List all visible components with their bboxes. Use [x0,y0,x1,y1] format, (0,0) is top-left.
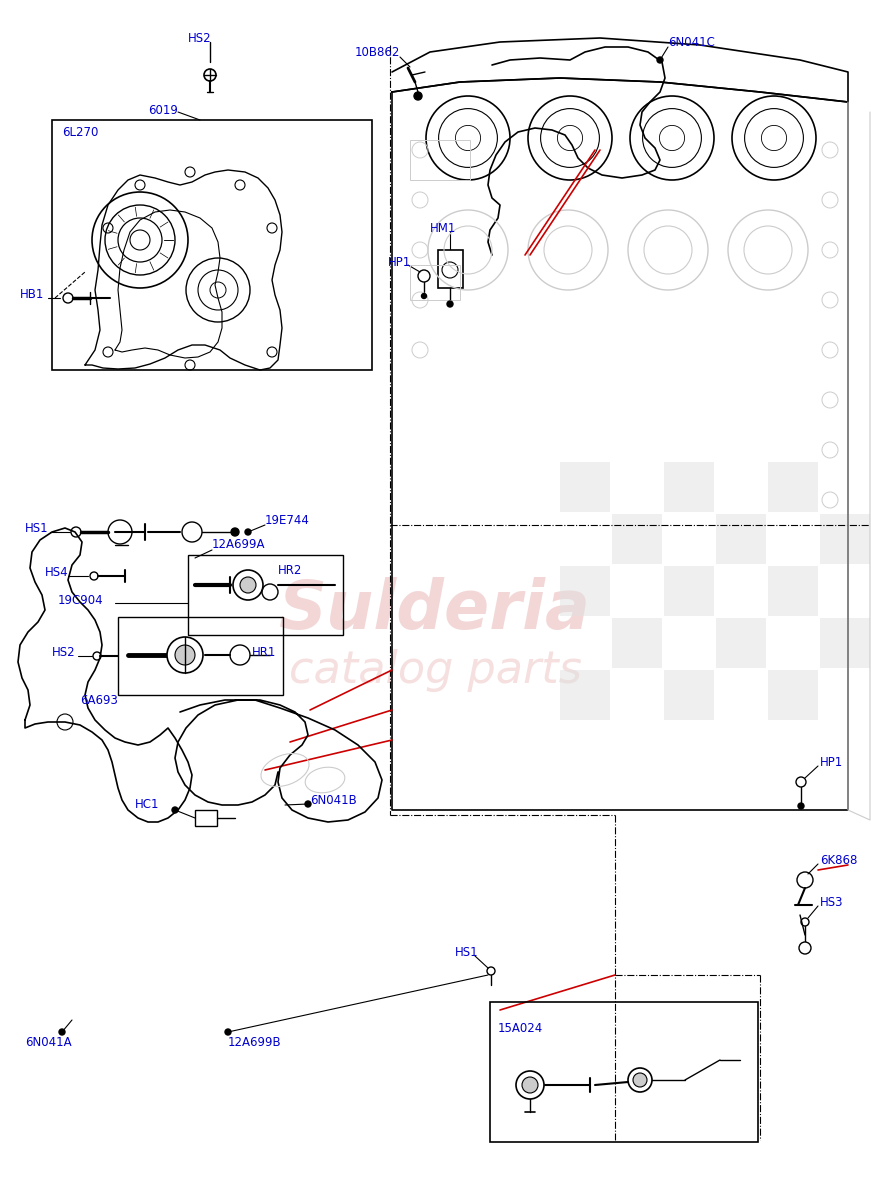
Circle shape [240,577,256,593]
Text: HP1: HP1 [820,756,843,768]
Text: Sulderia: Sulderia [279,577,591,643]
Bar [664,670,714,720]
Text: 6N041A: 6N041A [25,1036,71,1049]
Bar [490,1002,758,1142]
Text: 10B862: 10B862 [355,46,401,59]
Circle shape [422,294,427,299]
Bar [560,670,610,720]
Bar [664,566,714,616]
Circle shape [182,522,202,542]
Circle shape [167,637,203,673]
Text: 6N041B: 6N041B [310,793,357,806]
Bar [716,618,766,668]
Bar [438,250,463,288]
Bar [410,140,470,180]
Circle shape [175,646,195,665]
Text: HS4: HS4 [45,565,69,578]
Bar [768,462,818,512]
Circle shape [657,56,663,62]
Bar [52,120,372,370]
Text: 6L270: 6L270 [62,126,98,138]
Text: 19E744: 19E744 [265,514,310,527]
Circle shape [233,570,263,600]
Circle shape [633,1073,647,1087]
Text: HS3: HS3 [820,895,843,908]
Bar [768,670,818,720]
Text: 15A024: 15A024 [498,1021,544,1034]
Circle shape [59,1028,65,1034]
Bar [118,617,283,695]
Text: HS1: HS1 [455,946,479,959]
Text: HM1: HM1 [430,222,456,234]
Circle shape [799,942,811,954]
Circle shape [516,1070,544,1099]
Circle shape [172,806,178,814]
Text: 12A699B: 12A699B [228,1036,281,1049]
Bar [560,566,610,616]
Text: 12A699A: 12A699A [212,539,266,552]
Circle shape [798,803,804,809]
Text: HS2: HS2 [188,31,212,44]
Text: HC1: HC1 [135,798,159,811]
Bar [560,462,610,512]
Circle shape [245,529,251,535]
Circle shape [414,92,422,100]
Bar [612,514,662,564]
Bar [188,554,343,635]
Bar [195,810,217,826]
Circle shape [447,301,453,307]
Bar [716,514,766,564]
Text: HP1: HP1 [388,256,411,269]
Circle shape [204,68,216,80]
Text: HB1: HB1 [20,288,44,301]
Circle shape [305,802,311,806]
Text: catalog parts: catalog parts [288,648,582,691]
Text: 6N041C: 6N041C [668,36,715,48]
Text: HS1: HS1 [25,522,49,534]
Bar [820,514,870,564]
Text: HR2: HR2 [278,564,302,576]
Circle shape [231,528,239,536]
Text: HS2: HS2 [52,646,76,659]
Bar [768,566,818,616]
Bar [612,618,662,668]
Text: 6019: 6019 [148,103,178,116]
Circle shape [628,1068,652,1092]
Bar [410,265,460,300]
Bar [820,618,870,668]
Bar [664,462,714,512]
Circle shape [522,1078,538,1093]
Text: 19C904: 19C904 [58,594,104,606]
Text: 6A693: 6A693 [80,694,118,707]
Circle shape [225,1028,231,1034]
Text: 6K868: 6K868 [820,853,857,866]
Text: HR1: HR1 [252,646,276,659]
